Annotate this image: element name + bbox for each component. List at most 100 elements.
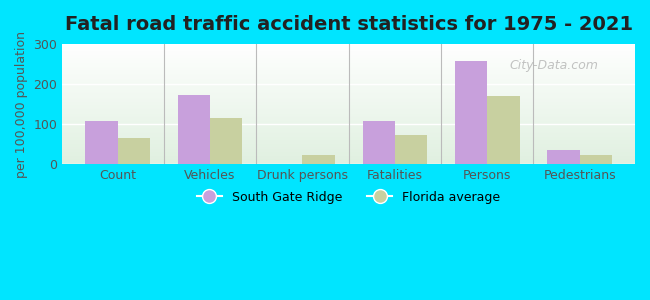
Bar (62, 122, 635, 123)
Bar (547, 150, 580, 164)
Bar (62, 141, 635, 142)
Bar (395, 135, 427, 164)
Bar (62, 75, 635, 76)
Bar (62, 74, 635, 75)
Bar (62, 144, 635, 145)
Bar (62, 103, 635, 104)
Bar (62, 126, 635, 127)
Bar (62, 111, 635, 112)
Bar (62, 66, 635, 67)
Bar (62, 160, 635, 162)
Bar (62, 99, 635, 101)
Bar (62, 153, 635, 154)
Bar (62, 132, 635, 133)
Bar (62, 97, 635, 98)
Bar (62, 51, 635, 52)
Bar (455, 61, 488, 164)
Bar (62, 72, 635, 73)
Title: Fatal road traffic accident statistics for 1975 - 2021: Fatal road traffic accident statistics f… (64, 15, 632, 34)
Bar (62, 50, 635, 51)
Bar (62, 44, 635, 45)
Bar (62, 94, 635, 96)
Bar (62, 136, 635, 138)
Bar (62, 159, 635, 160)
Bar (62, 114, 635, 115)
Bar (62, 157, 635, 158)
Bar (62, 151, 635, 152)
Bar (62, 140, 635, 141)
Bar (62, 112, 635, 114)
Bar (62, 56, 635, 57)
Bar (62, 53, 635, 55)
Bar (62, 98, 635, 99)
Bar (62, 120, 635, 121)
Bar (62, 106, 635, 108)
Bar (488, 96, 519, 164)
Bar (62, 146, 635, 147)
Bar (62, 70, 635, 72)
Bar (62, 84, 635, 85)
Bar (62, 96, 635, 97)
Bar (62, 124, 635, 126)
Bar (62, 156, 635, 157)
Bar (62, 135, 635, 136)
Bar (62, 55, 635, 56)
Bar (62, 49, 635, 50)
Bar (363, 121, 395, 164)
Bar (62, 127, 635, 128)
Bar (62, 129, 635, 130)
Bar (62, 58, 635, 59)
Bar (62, 87, 635, 88)
Bar (62, 145, 635, 146)
Bar (62, 52, 635, 53)
Bar (62, 62, 635, 63)
Text: City-Data.com: City-Data.com (509, 59, 598, 72)
Bar (62, 108, 635, 109)
Bar (62, 78, 635, 79)
Bar (62, 93, 635, 94)
Bar (62, 118, 635, 120)
Bar (62, 117, 635, 119)
Bar (62, 147, 635, 148)
Bar (177, 95, 210, 164)
Bar (62, 148, 635, 150)
Bar (210, 118, 242, 164)
Y-axis label: per 100,000 population: per 100,000 population (15, 31, 28, 178)
Bar (62, 90, 635, 91)
Bar (62, 82, 635, 84)
Bar (62, 142, 635, 144)
Bar (62, 162, 635, 163)
Bar (62, 100, 635, 102)
Bar (62, 46, 635, 47)
Bar (62, 134, 635, 135)
Bar (62, 85, 635, 86)
Bar (302, 155, 335, 164)
Bar (62, 73, 635, 74)
Bar (62, 63, 635, 64)
Bar (62, 133, 635, 134)
Bar (62, 64, 635, 66)
Bar (62, 139, 635, 140)
Bar (62, 76, 635, 78)
Bar (62, 138, 635, 139)
Bar (580, 155, 612, 164)
Bar (118, 138, 150, 164)
Bar (62, 152, 635, 153)
Bar (62, 128, 635, 129)
Bar (62, 57, 635, 58)
Bar (62, 81, 635, 83)
Bar (62, 123, 635, 124)
Bar (62, 109, 635, 110)
Bar (62, 150, 635, 151)
Bar (62, 102, 635, 103)
Bar (62, 130, 635, 132)
Legend: South Gate Ridge, Florida average: South Gate Ridge, Florida average (192, 185, 506, 208)
Bar (62, 115, 635, 116)
Bar (62, 110, 635, 111)
Bar (62, 61, 635, 62)
Bar (62, 79, 635, 80)
Bar (62, 47, 635, 49)
Bar (62, 69, 635, 70)
Bar (62, 154, 635, 156)
Bar (62, 104, 635, 105)
